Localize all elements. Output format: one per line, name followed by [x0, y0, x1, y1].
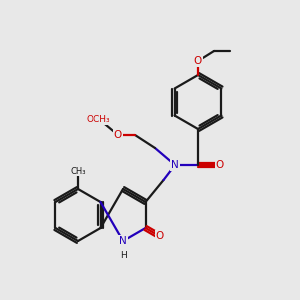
Text: OCH₃: OCH₃	[86, 116, 110, 124]
Text: O: O	[155, 231, 164, 241]
Text: O: O	[194, 56, 202, 66]
Text: N: N	[171, 160, 179, 170]
Text: H: H	[120, 250, 126, 260]
Text: O: O	[114, 130, 122, 140]
Text: CH₃: CH₃	[70, 167, 86, 176]
Text: N: N	[119, 236, 127, 246]
Text: O: O	[216, 160, 224, 170]
